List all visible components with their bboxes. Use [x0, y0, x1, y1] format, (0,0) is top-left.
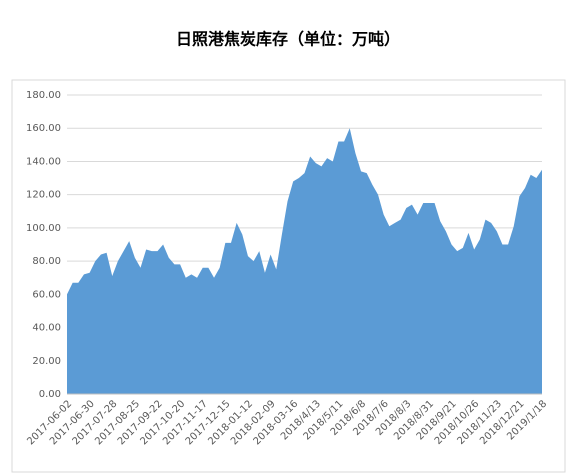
- y-tick-label: 160.00: [26, 123, 61, 134]
- y-tick-label: 20.00: [32, 356, 61, 367]
- area: [67, 128, 542, 394]
- y-tick-label: 80.00: [32, 256, 61, 267]
- y-tick-label: 60.00: [32, 289, 61, 300]
- y-tick-label: 40.00: [32, 323, 61, 334]
- y-tick-label: 120.00: [26, 190, 61, 201]
- y-tick-label: 100.00: [26, 223, 61, 234]
- chart-title: 日照港焦炭库存（单位：万吨）: [176, 30, 400, 49]
- y-tick-label: 0.00: [39, 389, 61, 400]
- y-tick-label: 180.00: [26, 90, 61, 101]
- y-tick-label: 140.00: [26, 156, 61, 167]
